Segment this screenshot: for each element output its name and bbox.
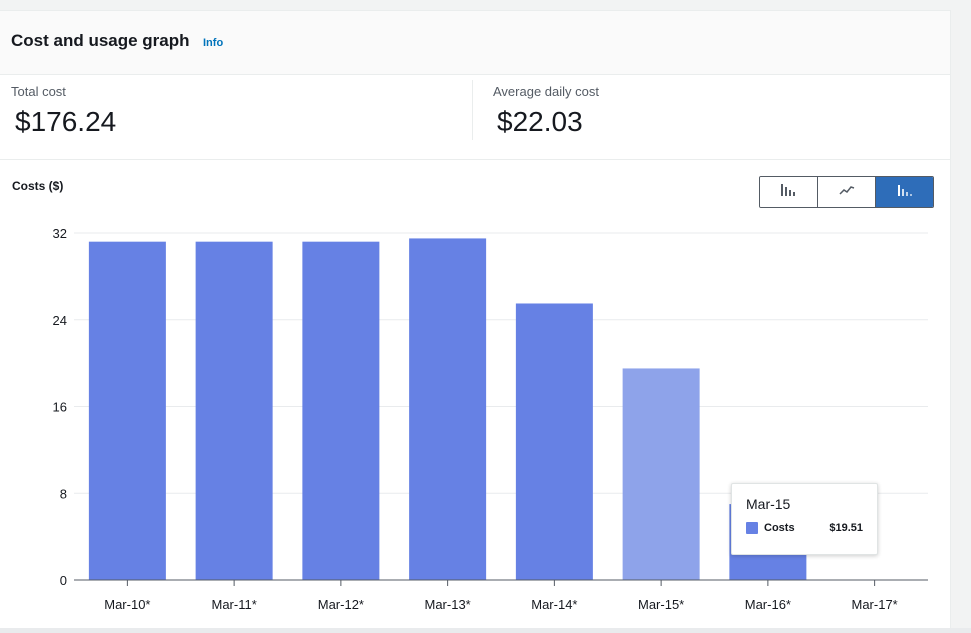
chart-y-label: Costs ($) [12,179,64,193]
total-cost-value: $176.24 [15,106,117,137]
y-tick-label: 16 [53,400,67,415]
chart-type-toggle-group [759,176,934,208]
x-tick-label: Mar-12* [318,597,364,612]
x-tick-label: Mar-16* [745,597,791,612]
bar-mar-14 [515,303,593,580]
tooltip-title: Mar-15 [746,496,791,512]
metric-divider [472,80,473,140]
tooltip-series-swatch [746,522,758,534]
x-tick-label: Mar-11* [211,597,256,612]
stacked-bar-chart-button[interactable] [876,177,933,207]
x-tick-label: Mar-10* [104,597,150,612]
chart-tooltip: Mar-15 Costs $19.51 [731,483,878,555]
bar-mar-10 [88,241,166,581]
bar-chart-button[interactable] [760,177,818,207]
bar-chart-icon [780,183,798,202]
x-tick-label: Mar-13* [425,597,471,612]
y-tick-label: 32 [53,226,67,241]
x-tick-label: Mar-14* [531,597,577,612]
bar-mar-12 [302,241,380,581]
tooltip-value: $19.51 [829,522,863,534]
average-daily-cost-value: $22.03 [497,106,583,137]
total-cost-label: Total cost [11,84,66,99]
section-divider [0,159,950,160]
y-tick-label: 0 [60,573,67,588]
tooltip-series-label: Costs [764,522,795,534]
bottom-edge [0,628,971,633]
stacked-bar-chart-icon [896,183,914,202]
panel-title: Cost and usage graph [11,31,190,50]
bar-mar-15 [622,368,700,580]
y-tick-label: 24 [53,313,67,328]
bar-mar-11 [195,241,273,581]
panel-header: Cost and usage graph Info [0,11,950,75]
info-link[interactable]: Info [203,37,224,49]
x-tick-label: Mar-15* [638,597,684,612]
x-tick-label: Mar-17* [852,597,898,612]
average-daily-cost-label: Average daily cost [493,84,599,99]
line-chart-button[interactable] [818,177,876,207]
bar-mar-13 [409,238,487,580]
y-tick-label: 8 [60,486,67,501]
line-chart-icon [838,183,856,202]
